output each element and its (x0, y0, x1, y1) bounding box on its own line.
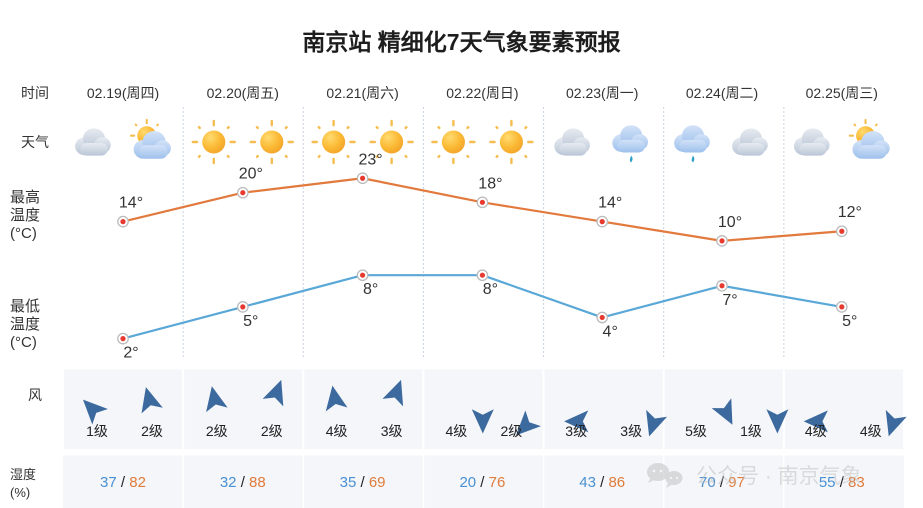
svg-text:5级: 5级 (685, 423, 707, 439)
svg-text:20°: 20° (239, 166, 263, 183)
svg-text:14°: 14° (598, 195, 622, 212)
svg-text:02.21(周六): 02.21(周六) (326, 85, 398, 101)
svg-text:35 / 69: 35 / 69 (340, 474, 386, 491)
svg-text:5°: 5° (243, 313, 258, 330)
svg-text:最低: 最低 (10, 298, 40, 315)
svg-text:(°C): (°C) (10, 225, 37, 242)
svg-text:14°: 14° (119, 195, 143, 212)
svg-text:风: 风 (28, 387, 42, 403)
svg-text:43 / 86: 43 / 86 (579, 474, 625, 491)
svg-text:4级: 4级 (326, 423, 348, 439)
svg-text:1级: 1级 (740, 423, 762, 439)
svg-text:最高: 最高 (10, 189, 40, 206)
svg-text:8°: 8° (483, 281, 498, 298)
svg-text:2°: 2° (123, 345, 138, 362)
svg-text:02.24(周二): 02.24(周二) (686, 85, 758, 101)
svg-text:7°: 7° (722, 292, 737, 309)
svg-text:2级: 2级 (206, 423, 228, 439)
svg-text:公众号 · 南京气象: 公众号 · 南京气象 (696, 465, 862, 488)
svg-text:23°: 23° (358, 151, 382, 168)
svg-text:02.23(周一): 02.23(周一) (566, 85, 638, 101)
svg-text:10°: 10° (718, 214, 742, 231)
svg-text:3级: 3级 (565, 423, 587, 439)
svg-text:3级: 3级 (620, 423, 642, 439)
svg-text:02.19(周四): 02.19(周四) (87, 85, 159, 101)
svg-text:12°: 12° (838, 204, 862, 221)
svg-text:4级: 4级 (805, 423, 827, 439)
svg-text:湿度: 湿度 (10, 467, 36, 482)
svg-text:4°: 4° (603, 323, 618, 340)
svg-text:8°: 8° (363, 281, 378, 298)
svg-text:18°: 18° (478, 175, 502, 192)
svg-text:2级: 2级 (501, 423, 523, 439)
svg-text:温度: 温度 (10, 207, 40, 224)
svg-text:2级: 2级 (141, 423, 163, 439)
svg-text:2级: 2级 (261, 423, 283, 439)
svg-text:4级: 4级 (860, 423, 882, 439)
svg-text:02.22(周日): 02.22(周日) (446, 85, 518, 101)
svg-text:(°C): (°C) (10, 334, 37, 351)
svg-text:32 / 88: 32 / 88 (220, 474, 266, 491)
svg-text:时间: 时间 (21, 85, 49, 101)
svg-text:天气: 天气 (21, 134, 49, 150)
svg-text:5°: 5° (842, 313, 857, 330)
svg-text:温度: 温度 (10, 316, 40, 333)
svg-text:1级: 1级 (86, 423, 108, 439)
svg-text:37 / 82: 37 / 82 (100, 474, 146, 491)
svg-text:3级: 3级 (381, 423, 403, 439)
svg-text:02.20(周五): 02.20(周五) (207, 85, 279, 101)
svg-text:(%): (%) (10, 485, 30, 500)
svg-text:20 / 76: 20 / 76 (459, 474, 505, 491)
svg-text:02.25(周三): 02.25(周三) (806, 85, 878, 101)
svg-text:4级: 4级 (446, 423, 468, 439)
